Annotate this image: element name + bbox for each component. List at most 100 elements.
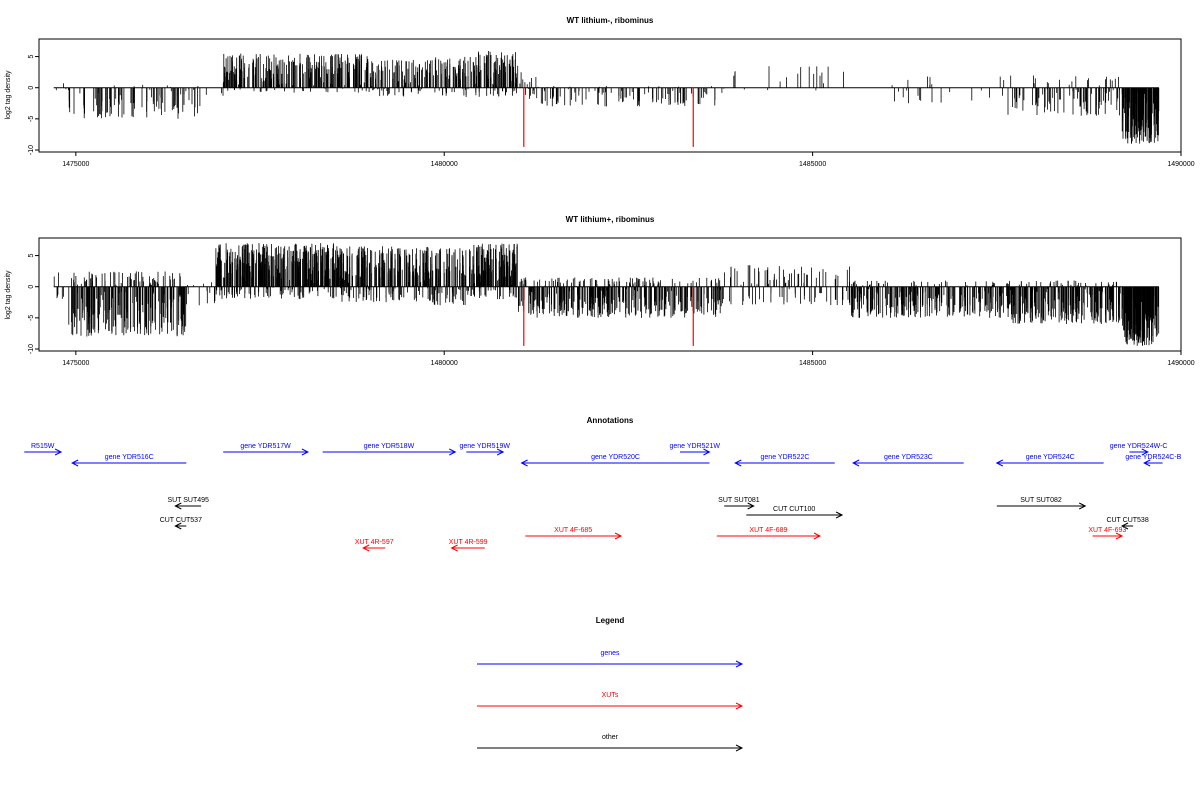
arrow-head bbox=[174, 502, 182, 510]
arrow-head bbox=[735, 660, 744, 668]
arrow-head bbox=[54, 448, 63, 456]
annotations-title: Annotations bbox=[587, 416, 634, 425]
feature-gene-ydr523c: gene YDR523C bbox=[852, 454, 964, 467]
feature-xut-4f-693: XUT 4F-693 bbox=[1088, 527, 1126, 540]
feature-label: SUT SUT082 bbox=[1020, 497, 1062, 504]
feature-label: gene YDR524C-B bbox=[1125, 454, 1181, 461]
feature-label: gene YDR524C bbox=[1026, 454, 1075, 461]
y-tick-label: -5 bbox=[28, 116, 35, 122]
arrow-head bbox=[362, 544, 370, 552]
arrow-head bbox=[520, 459, 528, 467]
feature-cut-cut100: CUT CUT100 bbox=[746, 506, 844, 519]
legend-label: other bbox=[602, 734, 619, 741]
features-group: R515W gene YDR516C gene YDR517W gene YDR518… bbox=[24, 443, 1182, 552]
feature-sut-sut495: SUT SUT495 bbox=[167, 497, 209, 510]
arrow-head bbox=[1115, 532, 1124, 540]
x-tick-label: 1490000 bbox=[1167, 360, 1194, 367]
feature-label: gene YDR519W bbox=[460, 443, 511, 450]
bars-group bbox=[53, 51, 1160, 144]
arrow-head bbox=[747, 502, 755, 510]
feature-label: XUT 4F-693 bbox=[1088, 527, 1126, 534]
arrow-head bbox=[735, 702, 744, 710]
y-tick-label: -5 bbox=[28, 315, 35, 321]
feature-xut-4r-599: XUT 4R-599 bbox=[449, 539, 488, 552]
y-tick-label: 0 bbox=[28, 285, 35, 289]
feature-label: SUT SUT495 bbox=[167, 497, 209, 504]
feature-cut-cut537: CUT CUT537 bbox=[160, 517, 202, 530]
feature-gene-ydr521w: gene YDR521W bbox=[669, 443, 720, 456]
feature-gene-ydr524c: gene YDR524C bbox=[995, 454, 1104, 467]
legend-item-other: other bbox=[477, 734, 744, 752]
feature-gene-ydr519w: gene YDR519W bbox=[460, 443, 511, 456]
y-tick-label: 0 bbox=[28, 86, 35, 90]
arrow-head bbox=[735, 744, 744, 752]
feature-gene-ydr524c-b: gene YDR524C-B bbox=[1125, 454, 1182, 467]
feature-gene-ydr517w: gene YDR517W bbox=[223, 443, 310, 456]
arrow-head bbox=[1120, 522, 1129, 530]
feature-r515w: R515W bbox=[24, 443, 63, 456]
feature-gene-ydr516c: gene YDR516C bbox=[71, 454, 187, 467]
bars-group bbox=[53, 243, 1160, 346]
panel-title: WT lithium+, ribominus bbox=[566, 215, 655, 224]
x-tick-label: 1475000 bbox=[62, 360, 89, 367]
track-panel-lithium-minus: WT lithium-, ribominus log2 tag density … bbox=[5, 16, 1195, 168]
feature-cut-cut538: CUT CUT538 bbox=[1106, 517, 1149, 530]
legend-item-xuts: XUTs bbox=[477, 692, 744, 710]
arrow-head bbox=[1141, 448, 1149, 456]
feature-label: gene YDR517W bbox=[240, 443, 291, 450]
arrow-head bbox=[614, 532, 623, 540]
x-tick-label: 1485000 bbox=[799, 161, 826, 168]
feature-label: XUT 4F-685 bbox=[554, 527, 592, 534]
feature-label: gene YDR523C bbox=[884, 454, 933, 461]
legend-item-genes: genes bbox=[477, 650, 744, 668]
arrow-head bbox=[496, 448, 505, 456]
y-axis-label: log2 tag density bbox=[5, 270, 12, 320]
y-axis: -10 -5 0 5 bbox=[28, 55, 39, 155]
x-axis: 1475000 1480000 1485000 1490000 bbox=[62, 351, 1195, 367]
x-tick-label: 1480000 bbox=[431, 161, 458, 168]
feature-label: gene YDR521W bbox=[669, 443, 720, 450]
feature-sut-sut082: SUT SUT082 bbox=[996, 497, 1087, 510]
panel-title: WT lithium-, ribominus bbox=[567, 16, 654, 25]
feature-label: XUT 4F-689 bbox=[749, 527, 787, 534]
x-axis: 1475000 1480000 1485000 1490000 bbox=[62, 152, 1195, 168]
y-tick-label: 5 bbox=[28, 254, 35, 258]
y-axis: -10 -5 0 5 bbox=[28, 254, 39, 354]
arrow-head bbox=[1078, 502, 1087, 510]
plot-frame bbox=[38, 237, 1182, 352]
feature-label: XUT 4R-597 bbox=[355, 539, 394, 546]
feature-label: gene YDR524W-C bbox=[1110, 443, 1168, 450]
feature-label: CUT CUT538 bbox=[1106, 517, 1148, 524]
feature-gene-ydr524w-c: gene YDR524W-C bbox=[1110, 443, 1168, 456]
feature-gene-ydr520c: gene YDR520C bbox=[520, 454, 710, 467]
legend-items: genes XUTs other bbox=[477, 650, 744, 752]
feature-label: gene YDR516C bbox=[105, 454, 154, 461]
plot-frame bbox=[38, 38, 1182, 153]
feature-xut-4f-685: XUT 4F-685 bbox=[525, 527, 623, 540]
track-panel-lithium-plus: WT lithium+, ribominus log2 tag density … bbox=[5, 215, 1195, 367]
feature-sut-sut081: SUT SUT081 bbox=[718, 497, 760, 510]
x-tick-label: 1475000 bbox=[62, 161, 89, 168]
legend-title: Legend bbox=[596, 616, 625, 625]
y-tick-label: -10 bbox=[28, 344, 35, 354]
cut-site-markers bbox=[523, 87, 694, 147]
feature-label: CUT CUT100 bbox=[773, 506, 815, 513]
arrow-head bbox=[703, 448, 711, 456]
feature-gene-ydr522c: gene YDR522C bbox=[734, 454, 835, 467]
y-tick-label: -10 bbox=[28, 145, 35, 155]
arrow-head bbox=[450, 544, 458, 552]
arrow-head bbox=[852, 459, 860, 467]
feature-xut-4f-689: XUT 4F-689 bbox=[716, 527, 822, 540]
feature-label: SUT SUT081 bbox=[718, 497, 760, 504]
cut-site-markers bbox=[523, 286, 694, 346]
legend-label: genes bbox=[600, 650, 620, 657]
y-tick-label: 5 bbox=[28, 55, 35, 59]
annotations-panel: Annotations R515W gene YDR516C gene YDR517… bbox=[24, 416, 1182, 552]
feature-label: CUT CUT537 bbox=[160, 517, 202, 524]
feature-gene-ydr518w: gene YDR518W bbox=[322, 443, 457, 456]
arrow-head bbox=[835, 511, 844, 519]
feature-label: R515W bbox=[31, 443, 55, 450]
x-tick-label: 1490000 bbox=[1167, 161, 1194, 168]
arrow-head bbox=[734, 459, 742, 467]
